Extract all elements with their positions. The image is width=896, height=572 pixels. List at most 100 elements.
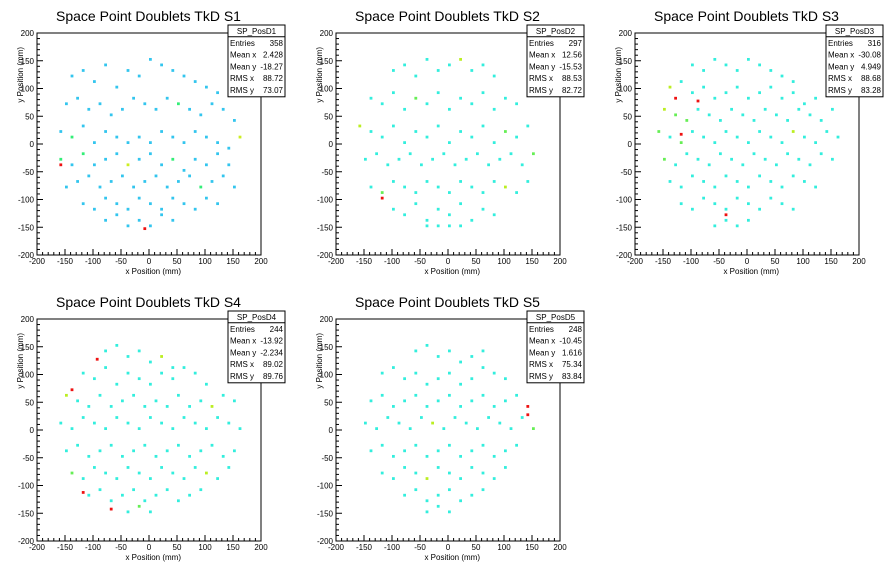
histogram-bin [431,421,434,425]
histogram-bin [448,191,451,194]
histogram-bin [93,80,96,83]
histogram-bin [126,207,130,211]
histogram-bin [160,163,163,167]
histogram-bin [193,466,197,469]
y-tick-label: -200 [616,251,633,260]
histogram-bin [369,96,373,100]
histogram-bin [414,130,418,133]
histogram-bin [769,180,773,183]
histogram-bin [425,218,429,222]
histogram-bin [453,416,457,419]
histogram-bin [775,113,778,117]
histogram-bin [481,124,485,128]
histogram-bin [492,213,496,217]
histogram-bin [487,416,490,419]
histogram-bin [752,152,756,156]
histogram-bin [702,180,705,183]
histogram-bin [696,157,700,161]
histogram-bin [154,454,158,458]
stats-name: SP_PosD1 [237,27,277,36]
histogram-bin [425,102,429,106]
histogram-bin [532,152,535,156]
histogram-bin [87,107,91,111]
histogram-bin [791,174,795,178]
histogram-bin [780,202,784,206]
histogram-bin [160,355,163,358]
histogram-bin [425,57,429,61]
stats-label: RMS x [828,74,852,83]
histogram-bin [724,218,728,222]
histogram-bin [380,135,384,139]
histogram-bin [227,163,231,167]
histogram-bin [702,135,705,139]
histogram-bin [403,63,406,67]
histogram-bin [763,157,767,161]
x-tick-label: 0 [745,257,750,266]
y-tick-label: -150 [18,223,35,232]
histogram-bin [526,405,530,408]
histogram-bin [691,174,694,178]
histogram-bin [205,85,208,89]
histogram-bin [98,393,102,397]
histogram-bin [364,157,367,161]
histogram-bin [713,224,717,228]
histogram-bin [216,152,219,156]
stats-name: SP_PosD5 [536,313,576,322]
histogram-bin [154,174,158,178]
histogram-bin [459,382,462,386]
histogram-svg: Space Point Doublets TkD S2 -200 -150 -100 -… [315,8,585,276]
histogram-bin [369,185,373,189]
histogram-bin [436,224,440,228]
histogram-bin [104,196,107,200]
stats-value: -10.45 [559,337,582,346]
stats-label: RMS y [529,86,553,95]
histogram-bin [425,454,429,458]
histogram-bin [436,69,440,72]
histogram-bin [459,224,462,228]
histogram-bin [233,399,236,403]
histogram-bin [420,416,423,419]
y-tick-label: -50 [22,168,34,177]
histogram-bin [98,488,102,492]
histogram-bin [392,91,395,95]
histogram-bin [65,102,68,106]
histogram-bin [188,405,191,408]
x-axis-label: x Position (mm) [424,553,480,562]
histogram-bin [702,69,705,72]
histogram-bin [193,157,197,161]
histogram-bin [780,141,784,144]
histogram-bin [165,185,169,189]
histogram-bin [87,493,91,497]
histogram-bin [436,355,440,358]
histogram-bin [137,349,141,353]
histogram-bin [691,130,694,133]
histogram-bin [674,113,677,117]
stats-label: RMS y [828,86,852,95]
histogram-bin [509,427,513,430]
histogram-bin [210,405,214,408]
histogram-bin [177,102,180,106]
histogram-bin [425,224,429,228]
x-tick-label: 100 [198,543,212,552]
y-tick-label: -200 [18,537,35,546]
histogram-bin [149,382,152,386]
histogram-bin [730,107,733,111]
histogram-bin [459,405,462,408]
histogram-bin [448,63,451,67]
histogram-bin [137,218,141,222]
y-tick-label: 0 [30,140,35,149]
histogram-bin [803,180,806,183]
histogram-bin [210,180,214,183]
histogram-bin [414,74,418,78]
y-tick-label: -100 [317,482,334,491]
y-tick-label: 50 [324,112,333,121]
histogram-bin [233,449,236,453]
histogram-bin [448,107,451,111]
y-tick-label: -150 [317,223,334,232]
chart-title: Space Point Doublets TkD S2 [355,8,540,24]
stats-label: Entries [828,39,853,48]
histogram-bin [137,427,141,430]
histogram-bin [803,102,806,106]
histogram-bin [735,85,739,89]
y-tick-label: 100 [21,371,35,380]
